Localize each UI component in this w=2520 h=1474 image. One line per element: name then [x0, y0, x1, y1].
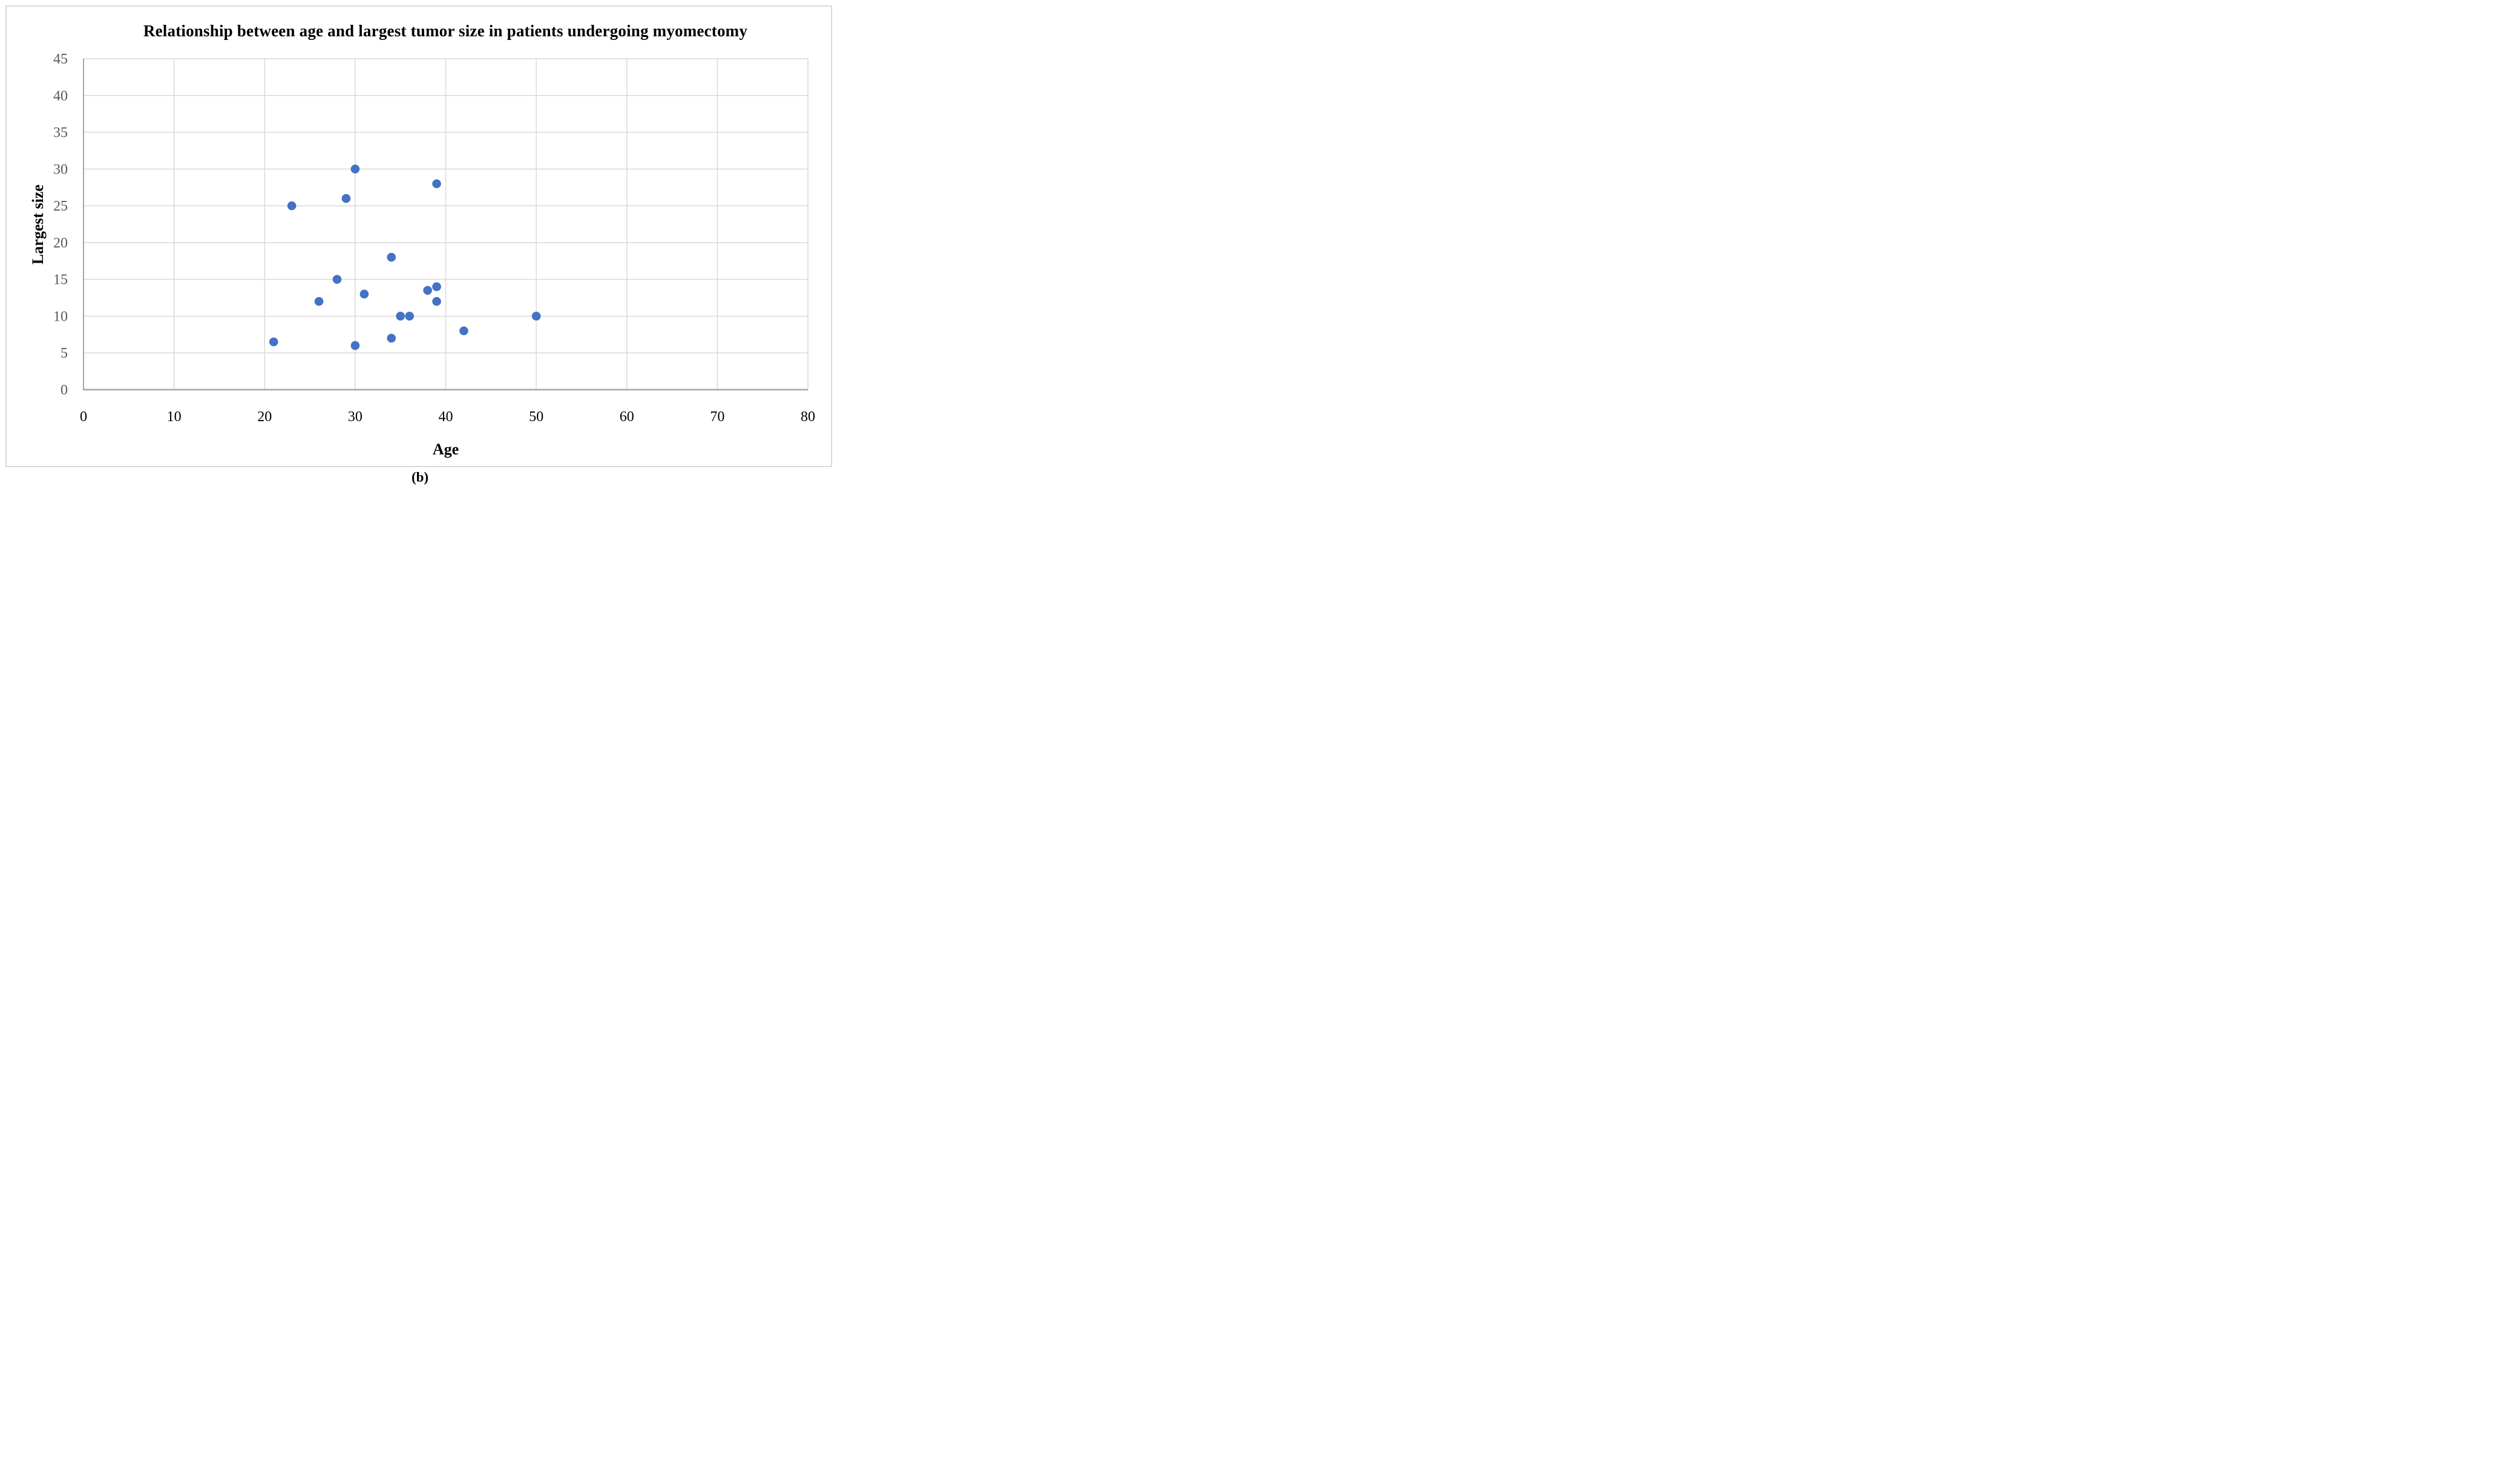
y-tick-label: 5: [61, 346, 68, 361]
y-tick-label: 20: [53, 235, 68, 251]
y-tick-label: 40: [53, 88, 68, 104]
y-tick-label: 45: [53, 51, 68, 67]
y-tick-label: 30: [53, 162, 68, 177]
x-tick-label: 20: [257, 409, 272, 425]
data-point: [432, 179, 441, 188]
data-point: [432, 296, 441, 306]
data-point: [459, 326, 468, 336]
data-point: [350, 341, 360, 350]
x-tick-label: 30: [348, 409, 363, 425]
data-point: [405, 312, 414, 321]
x-tick-label: 0: [80, 409, 87, 425]
x-tick-label: 80: [801, 409, 815, 425]
data-point: [531, 312, 541, 321]
data-point: [341, 194, 351, 203]
data-point: [423, 286, 432, 295]
data-point: [387, 252, 396, 262]
data-point: [359, 289, 369, 299]
data-point: [287, 201, 297, 211]
y-tick-label: 15: [53, 272, 68, 288]
data-point: [432, 282, 441, 292]
figure-caption: (b): [411, 470, 429, 485]
data-point: [332, 275, 342, 284]
x-tick-label: 70: [710, 409, 724, 425]
chart-title: Relationship between age and largest tum…: [143, 22, 748, 40]
x-axis-title: Age: [432, 441, 459, 458]
x-tick-label: 60: [620, 409, 634, 425]
scatter-plot-area: 0 5 10 15 20 25 30 35 40 45 0 10 20 30 40 50 60 70 80: [53, 51, 815, 425]
x-tick-label: 40: [439, 409, 453, 425]
data-point: [350, 165, 360, 174]
x-tick-label: 10: [167, 409, 182, 425]
y-tick-label: 0: [61, 382, 68, 398]
x-tick-label: 50: [529, 409, 543, 425]
data-point: [396, 312, 405, 321]
data-point: [314, 296, 324, 306]
chart-figure: Relationship between age and largest tum…: [0, 0, 840, 491]
data-point: [387, 333, 396, 343]
y-tick-label: 25: [53, 198, 68, 214]
y-tick-label: 10: [53, 309, 68, 324]
data-point: [269, 337, 278, 347]
y-tick-label: 35: [53, 125, 68, 141]
